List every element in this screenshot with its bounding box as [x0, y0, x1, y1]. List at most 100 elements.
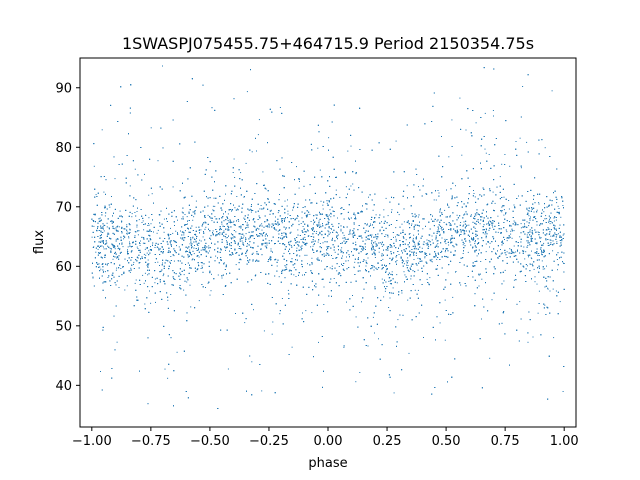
data-point: [497, 231, 499, 233]
data-point: [353, 266, 355, 268]
data-point: [259, 224, 261, 226]
data-point: [484, 112, 486, 114]
data-point: [388, 280, 390, 282]
data-point: [162, 275, 164, 277]
data-point: [120, 268, 122, 269]
data-point: [223, 262, 225, 264]
data-point: [378, 338, 379, 340]
data-point: [536, 224, 538, 226]
data-point: [466, 214, 468, 216]
data-point: [552, 250, 554, 252]
data-point: [163, 218, 165, 220]
data-point: [134, 168, 136, 170]
data-point: [536, 209, 538, 211]
data-point: [211, 220, 213, 222]
data-point: [212, 230, 214, 232]
data-point: [148, 250, 150, 252]
data-point: [407, 265, 409, 266]
data-point: [111, 244, 113, 246]
data-point: [353, 212, 355, 214]
data-point: [506, 231, 508, 233]
data-point: [136, 246, 138, 248]
data-point: [307, 213, 309, 215]
data-point: [134, 282, 136, 284]
data-point: [501, 210, 503, 211]
data-point: [270, 248, 272, 250]
data-point: [462, 253, 464, 254]
data-point: [501, 206, 503, 208]
data-point: [347, 260, 349, 262]
data-point: [131, 213, 133, 215]
data-point: [383, 209, 385, 211]
data-point: [506, 240, 508, 242]
data-point: [419, 251, 421, 253]
data-point: [158, 247, 160, 249]
data-point: [151, 193, 153, 195]
data-point: [428, 245, 430, 247]
data-point: [144, 257, 146, 259]
data-point: [322, 204, 324, 206]
data-point: [448, 156, 450, 158]
data-point: [129, 232, 131, 233]
data-point: [348, 233, 350, 235]
data-point: [559, 301, 561, 303]
data-point: [296, 254, 298, 256]
data-point: [460, 284, 462, 286]
data-point: [211, 273, 212, 275]
data-point: [129, 185, 131, 187]
data-point: [147, 266, 149, 268]
data-point: [562, 205, 564, 206]
data-point: [535, 231, 537, 233]
data-point: [251, 151, 253, 153]
data-point: [163, 231, 165, 233]
data-point: [508, 200, 510, 201]
data-point: [170, 294, 172, 295]
data-point: [104, 215, 106, 217]
data-point: [115, 238, 117, 240]
data-point: [306, 254, 308, 256]
data-point: [240, 236, 242, 238]
data-point: [200, 268, 202, 269]
data-point: [146, 264, 148, 266]
data-point: [181, 218, 183, 220]
data-point: [519, 236, 521, 238]
data-point: [479, 223, 481, 225]
data-point: [407, 299, 409, 301]
data-point: [155, 301, 156, 303]
data-point: [120, 239, 122, 241]
data-point: [548, 244, 550, 246]
data-point: [227, 220, 229, 221]
data-point: [122, 246, 124, 248]
data-point: [170, 240, 172, 242]
data-point: [120, 237, 122, 239]
data-point: [167, 299, 169, 301]
data-point: [170, 251, 171, 253]
data-point: [143, 282, 145, 284]
data-point: [322, 208, 324, 210]
data-point: [287, 210, 289, 212]
data-point: [323, 304, 325, 305]
data-point: [245, 233, 247, 235]
data-point: [361, 301, 362, 303]
data-point: [189, 249, 191, 251]
data-point: [422, 243, 424, 245]
data-point: [562, 391, 564, 392]
data-point: [327, 221, 329, 223]
data-point: [101, 129, 103, 131]
data-point: [144, 272, 146, 274]
data-point: [205, 287, 206, 288]
data-point: [393, 236, 394, 238]
data-point: [411, 223, 413, 225]
data-point: [193, 253, 195, 255]
data-point: [193, 247, 195, 249]
data-point: [417, 216, 419, 218]
data-point: [256, 150, 257, 152]
data-point: [128, 237, 130, 239]
data-point: [126, 224, 128, 226]
data-point: [413, 234, 415, 236]
data-point: [410, 278, 412, 280]
data-point: [217, 233, 219, 235]
data-point: [119, 210, 121, 212]
data-point: [387, 236, 389, 238]
